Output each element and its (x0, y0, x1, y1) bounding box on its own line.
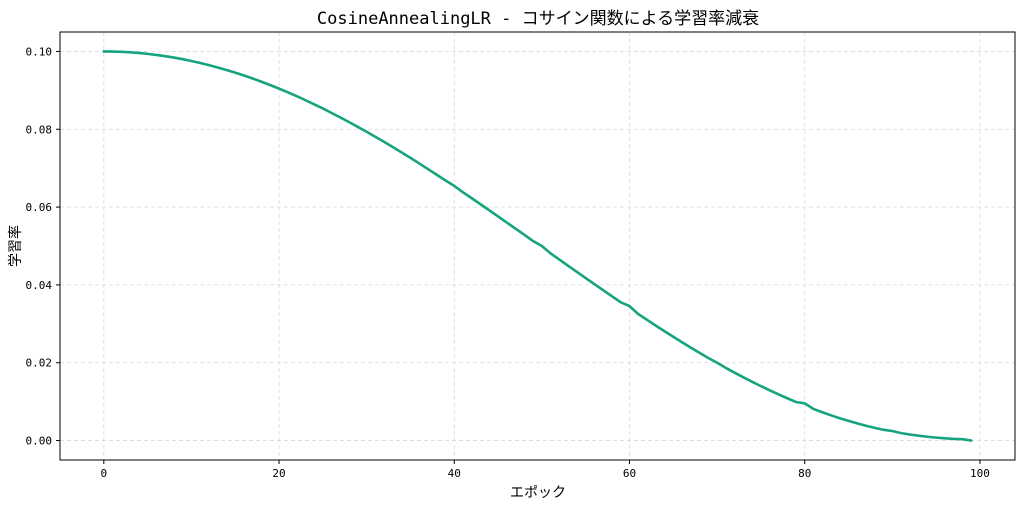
series-layer (102, 50, 973, 442)
y-axis-ticks: 0.00 0.02 0.04 0.06 0.08 0.10 (26, 45, 60, 448)
x-tick-label: 100 (970, 467, 990, 480)
x-axis-label: エポック (510, 485, 566, 501)
y-tick-label: 0.06 (26, 201, 53, 214)
y-axis-label: 学習率 (7, 225, 24, 267)
y-tick-label: 0.02 (26, 357, 53, 370)
y-tick-label: 0.04 (26, 279, 53, 292)
series-line (102, 50, 973, 442)
y-tick-label: 0.00 (26, 435, 53, 448)
y-tick-label: 0.10 (26, 45, 53, 58)
grid (60, 32, 1015, 460)
x-axis-ticks: 0 20 40 60 80 100 (100, 460, 990, 480)
plot-area-frame (59, 31, 1016, 461)
y-tick-label: 0.08 (26, 123, 53, 136)
x-tick-label: 60 (623, 467, 636, 480)
chart-title: CosineAnnealingLR - コサイン関数による学習率減衰 (317, 9, 759, 29)
x-tick-label: 20 (272, 467, 285, 480)
x-tick-label: 40 (448, 467, 461, 480)
x-tick-label: 80 (798, 467, 811, 480)
x-tick-label: 0 (100, 467, 107, 480)
